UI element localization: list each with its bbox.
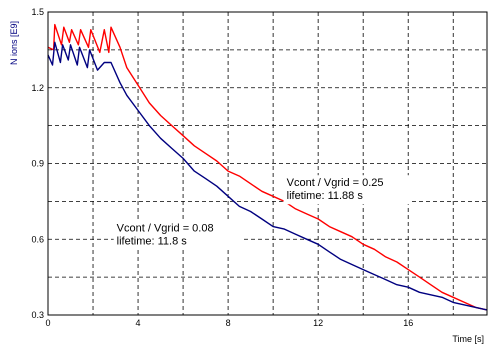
y-tick-label: 0.9	[31, 159, 44, 169]
y-tick-label: 1.2	[31, 83, 44, 93]
series-group	[47, 23, 488, 311]
y-tick-label: 0.6	[31, 234, 44, 244]
x-tick-label: 4	[136, 318, 141, 328]
plot-frame	[47, 11, 488, 316]
y-tick-label: 0.3	[31, 310, 44, 320]
x-tick-label: 0	[45, 318, 50, 328]
series-line-2	[47, 41, 488, 311]
x-tick-label: 8	[226, 318, 231, 328]
x-tick-label: 12	[313, 318, 323, 328]
tick-labels: 0 4 8 12 16 0.3 0.6 0.9 1.2 1.5	[31, 7, 413, 328]
annotation-line: Vcont / Vgrid = 0.25	[287, 177, 384, 189]
annotation-line: lifetime: 11.88 s	[287, 190, 364, 202]
series-line-1	[47, 23, 488, 311]
annotation-background	[283, 175, 412, 205]
annotation-line: Vcont / Vgrid = 0.08	[117, 223, 214, 235]
x-tick-label: 16	[403, 318, 413, 328]
y-tick-label: 1.5	[31, 7, 44, 17]
y-axis-label: N ions [E9]	[9, 21, 19, 65]
annotation-line: lifetime: 11.8 s	[117, 236, 188, 248]
annotation-background	[113, 220, 242, 250]
x-axis-label: Time [s]	[452, 334, 484, 344]
